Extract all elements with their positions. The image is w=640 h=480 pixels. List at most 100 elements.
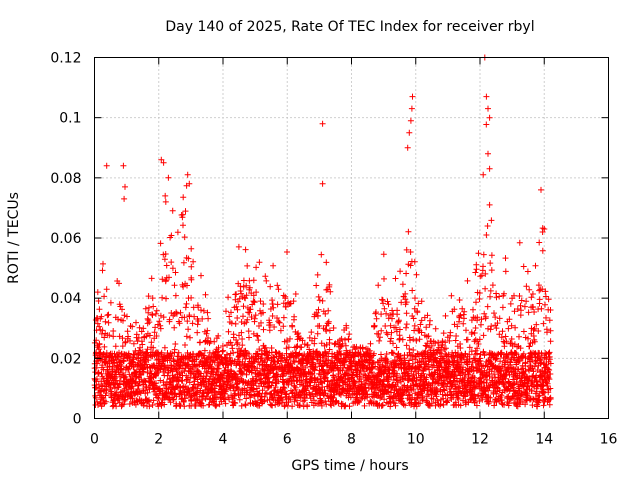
- data-point: [200, 402, 207, 409]
- data-point: [412, 295, 418, 302]
- data-point: [448, 292, 455, 299]
- data-point: [95, 369, 102, 376]
- data-point: [152, 310, 159, 317]
- data-point: [528, 294, 535, 301]
- data-point: [531, 309, 538, 315]
- data-point: [166, 274, 172, 281]
- data-point: [101, 293, 108, 300]
- data-point: [480, 332, 487, 339]
- data-point: [258, 319, 264, 326]
- data-point: [170, 378, 177, 385]
- data-point: [157, 240, 164, 247]
- data-point: [111, 385, 118, 392]
- data-point: [394, 307, 401, 314]
- data-point: [275, 286, 282, 293]
- data-point: [475, 250, 482, 257]
- data-point: [149, 402, 156, 408]
- data-point: [222, 400, 229, 407]
- data-point: [488, 252, 495, 259]
- data-point: [234, 315, 241, 321]
- data-point: [184, 318, 191, 325]
- data-point: [138, 328, 145, 335]
- data-point: [472, 325, 479, 331]
- data-point: [322, 310, 329, 317]
- data-point: [234, 339, 241, 346]
- data-point: [491, 310, 497, 317]
- data-point: [284, 337, 290, 344]
- data-point: [319, 180, 326, 187]
- data-point: [311, 397, 317, 404]
- data-point: [260, 301, 267, 307]
- data-point: [170, 396, 177, 403]
- data-point: [492, 314, 499, 321]
- data-point: [153, 357, 160, 363]
- y-tick-label: 0.1: [59, 111, 81, 127]
- data-point: [152, 391, 159, 398]
- data-point: [195, 304, 202, 311]
- data-point: [284, 249, 290, 255]
- data-point: [237, 365, 244, 372]
- data-point: [251, 315, 258, 322]
- data-point: [256, 259, 263, 266]
- data-point: [154, 366, 161, 372]
- data-point: [92, 394, 99, 401]
- data-point: [162, 278, 169, 285]
- data-point: [298, 344, 305, 351]
- data-point: [481, 310, 488, 317]
- data-point: [180, 194, 187, 201]
- y-tick-label: 0.08: [50, 171, 81, 187]
- data-point: [484, 303, 491, 310]
- data-point: [275, 378, 282, 385]
- data-point: [143, 361, 150, 368]
- data-point: [267, 283, 274, 290]
- data-point: [259, 387, 266, 394]
- data-point: [213, 402, 220, 409]
- data-point: [275, 365, 282, 372]
- data-point: [290, 298, 297, 305]
- data-point: [184, 171, 191, 178]
- data-point: [178, 369, 185, 376]
- data-point: [346, 403, 353, 410]
- data-point: [385, 301, 392, 308]
- data-point: [148, 370, 155, 377]
- data-point: [135, 382, 142, 389]
- data-point: [403, 321, 410, 328]
- data-point: [148, 275, 155, 282]
- data-point: [378, 351, 384, 358]
- data-point: [268, 382, 275, 389]
- data-point: [144, 389, 151, 396]
- data-point: [96, 341, 103, 348]
- data-point: [140, 402, 147, 409]
- data-point: [189, 320, 196, 327]
- data-point: [94, 320, 101, 327]
- data-point: [376, 337, 383, 344]
- data-point: [162, 251, 169, 257]
- data-point: [195, 318, 202, 324]
- data-point: [163, 295, 169, 302]
- grid-layer: [94, 57, 609, 419]
- data-point: [328, 402, 335, 409]
- data-point: [403, 270, 410, 277]
- data-point: [408, 105, 415, 112]
- data-point: [416, 336, 423, 343]
- data-point: [219, 348, 226, 355]
- data-point: [278, 399, 285, 406]
- data-point: [395, 317, 402, 324]
- data-point: [182, 304, 189, 311]
- data-point: [146, 403, 153, 410]
- data-point: [98, 313, 105, 320]
- data-point: [418, 317, 425, 324]
- data-point: [403, 310, 410, 317]
- data-point: [520, 328, 527, 335]
- data-point: [378, 327, 385, 334]
- data-point: [372, 310, 379, 317]
- data-point: [173, 310, 180, 317]
- data-point: [153, 333, 160, 339]
- data-point: [110, 333, 117, 340]
- data-point: [283, 350, 290, 357]
- data-point: [263, 389, 270, 396]
- data-point: [101, 334, 108, 341]
- data-point: [371, 322, 378, 329]
- data-point: [150, 397, 157, 404]
- data-point: [203, 330, 210, 337]
